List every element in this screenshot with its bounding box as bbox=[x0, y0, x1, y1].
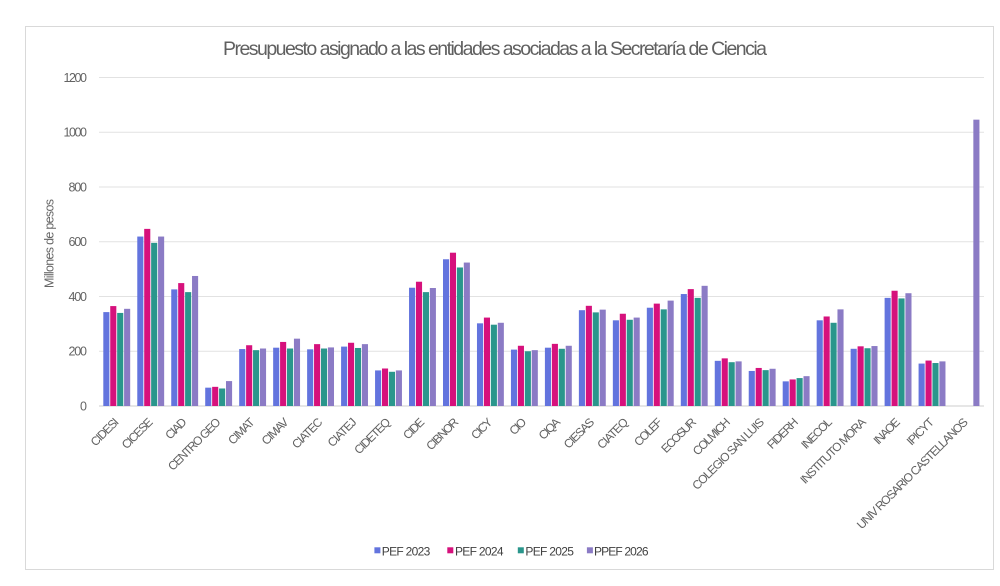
svg-text:Millones de pesos: Millones de pesos bbox=[43, 199, 57, 288]
svg-text:PEF 2023: PEF 2023 bbox=[382, 545, 431, 559]
svg-text:Presupuesto asignado a las ent: Presupuesto asignado a las entidades aso… bbox=[223, 38, 767, 60]
svg-text:200: 200 bbox=[69, 345, 88, 359]
svg-text:PEF 2025: PEF 2025 bbox=[525, 545, 574, 559]
svg-text:PPEF 2026: PPEF 2026 bbox=[594, 545, 649, 559]
svg-text:800: 800 bbox=[69, 180, 88, 194]
svg-text:1000: 1000 bbox=[64, 126, 88, 140]
svg-text:400: 400 bbox=[69, 290, 88, 304]
svg-text:600: 600 bbox=[69, 235, 88, 249]
svg-text:PEF 2024: PEF 2024 bbox=[455, 545, 504, 559]
svg-text:0: 0 bbox=[80, 399, 87, 413]
svg-text:1200: 1200 bbox=[64, 71, 88, 85]
